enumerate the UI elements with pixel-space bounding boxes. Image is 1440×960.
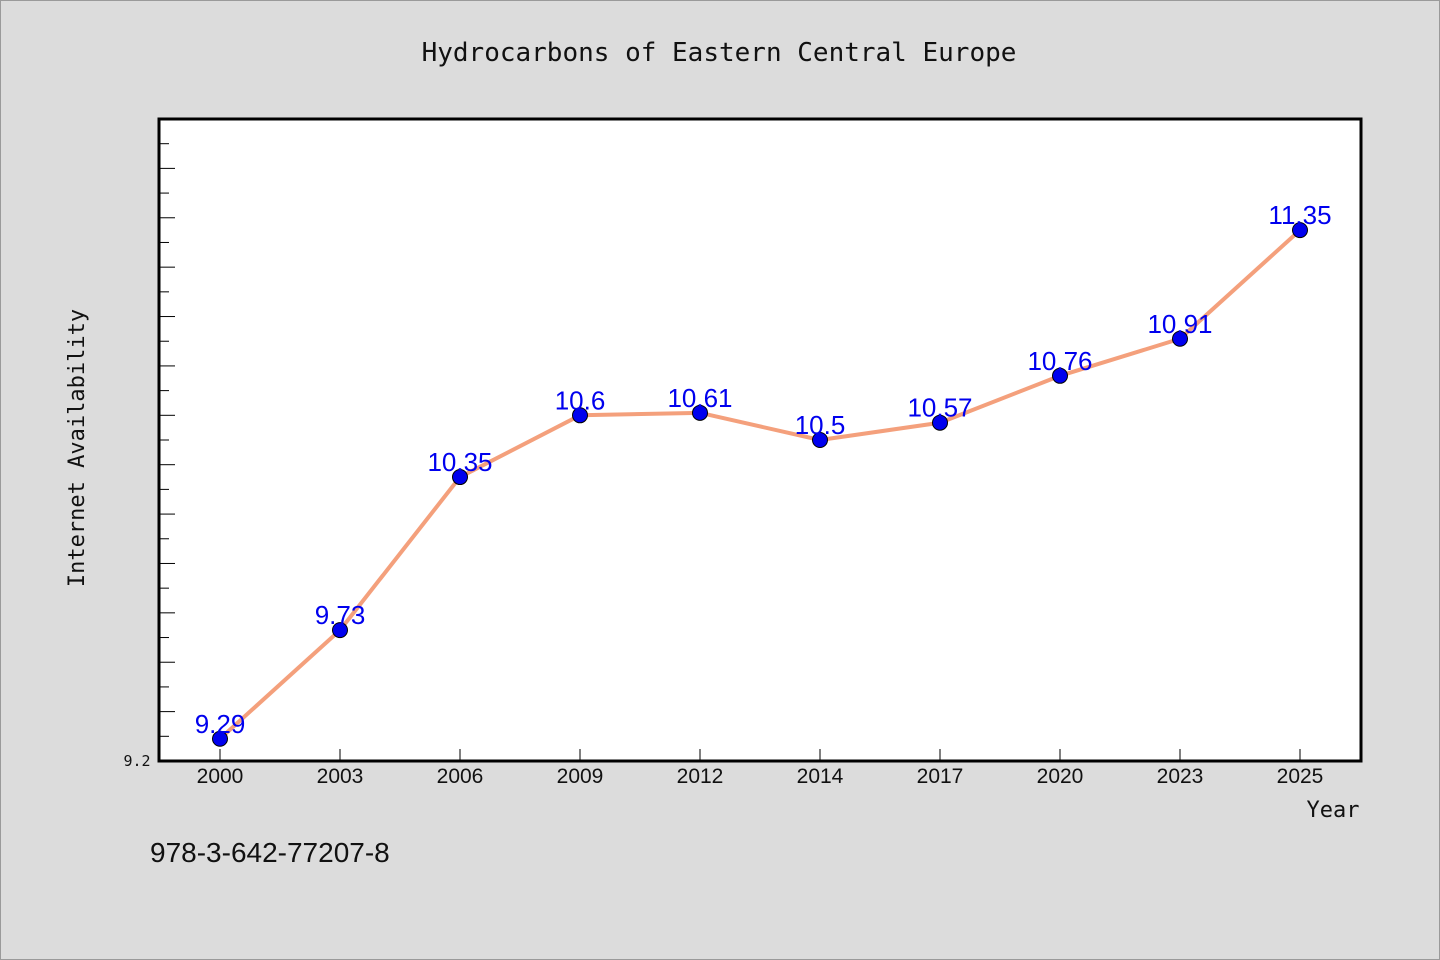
y-axis-label: Internet Availability [65, 309, 90, 587]
data-label: 10.5 [795, 410, 846, 440]
plot-area [157, 117, 1363, 763]
data-point [332, 622, 348, 639]
x-tick-label: 2014 [797, 765, 844, 788]
footer-code: 978-3-642-77207-8 [150, 837, 390, 868]
data-point [1292, 222, 1308, 239]
data-label: 9.73 [315, 600, 366, 630]
x-tick-label: 2009 [557, 765, 604, 788]
x-tick-label: 2020 [1037, 765, 1084, 788]
data-point [1172, 330, 1188, 347]
data-label: 10.57 [907, 393, 972, 423]
data-label: 10.61 [667, 383, 732, 413]
data-point [212, 730, 228, 747]
x-tick-label: 2000 [197, 765, 244, 788]
data-point [812, 432, 828, 448]
x-tick-label: 2025 [1277, 765, 1324, 788]
x-tick-label: 2003 [317, 765, 364, 788]
data-label: 11.35 [1268, 200, 1331, 230]
x-tick-label: 2023 [1157, 765, 1204, 788]
data-label: 10.91 [1147, 309, 1212, 339]
series-markers [212, 222, 1308, 747]
y-axis-ticks [159, 143, 175, 762]
data-point [452, 469, 468, 486]
chart-title: Hydrocarbons of Eastern Central Europe [422, 38, 1017, 68]
data-point [932, 414, 948, 431]
data-labels: 9.29 9.73 10.35 10.6 10.61 10.5 10.57 10.76 10.9… [195, 200, 1332, 739]
data-point [572, 407, 588, 424]
x-tick-label: 2006 [437, 765, 484, 788]
x-axis-ticks: 2000 2003 2006 2009 2012 2014 2017 2020 2023 2025 [197, 749, 1324, 788]
x-tick-label: 2012 [677, 765, 724, 788]
data-label: 10.35 [427, 447, 492, 477]
data-point [692, 404, 708, 421]
data-label: 10.76 [1027, 346, 1092, 376]
series-line [218, 228, 1302, 741]
data-label: 10.6 [555, 385, 606, 415]
y-tick-label: 9.2 [123, 752, 150, 770]
x-tick-label: 2017 [917, 765, 964, 788]
x-axis-label: Year [1307, 798, 1360, 823]
data-point [1052, 367, 1068, 384]
data-label: 9.29 [195, 709, 246, 739]
